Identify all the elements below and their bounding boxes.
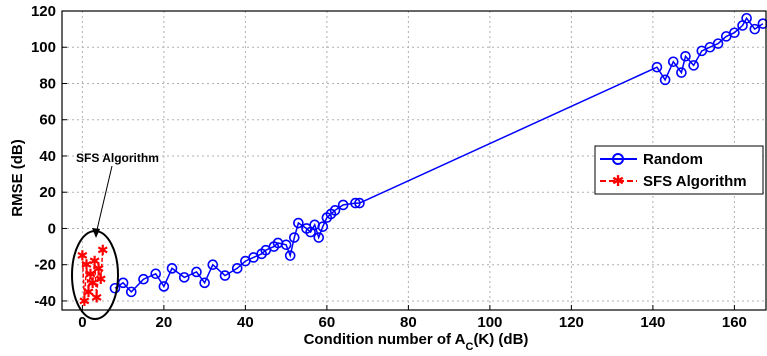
legend: Random ✱ SFS Algorithm (594, 145, 764, 195)
legend-random-marker (612, 153, 624, 165)
y-tick-label: 120 (31, 3, 56, 20)
series-sfs-point: ✱ (77, 249, 89, 265)
series-sfs-point: ✱ (95, 272, 107, 288)
annotation-arrow (95, 165, 113, 235)
series-sfs-point: ✱ (81, 258, 93, 274)
y-tick-label: -40 (34, 293, 56, 310)
series-random-point (354, 197, 365, 209)
series-random-point (109, 282, 121, 294)
series-random-point (178, 272, 190, 283)
series-random-point (199, 277, 210, 289)
x-axis-label: Condition number of AC(K) (dB) (304, 331, 529, 353)
series-random-point (219, 270, 231, 281)
series-layer: ✱✱✱✱✱✱✱✱✱✱✱ (77, 12, 767, 310)
series-random-point (659, 74, 671, 86)
x-tick-label: 20 (156, 314, 173, 331)
legend-sfs-marker: ✱ (612, 172, 625, 190)
series-random-point (293, 217, 304, 229)
series-random-point (741, 12, 752, 24)
tick-labels: 0 20 40 60 80 100 120 140 160 -40 -20 0 20 40 60 80 100 1… (31, 3, 747, 331)
series-random-point (712, 38, 724, 49)
series-random-point (329, 205, 341, 216)
y-tick-label: 60 (39, 112, 56, 129)
series-random-point (150, 268, 162, 280)
series-random-line (114, 16, 764, 294)
x-axis-label-subscript: C (465, 341, 473, 353)
series-random-point (231, 263, 243, 274)
annotation: SFS Algorithm (71, 151, 159, 320)
series-random-point (350, 197, 361, 209)
legend-label-sfs: SFS Algorithm (643, 173, 747, 190)
series-random-point (288, 232, 300, 243)
series-sfs-point: ✱ (91, 290, 103, 306)
x-axis-label-suffix: (K) (dB) (473, 331, 528, 348)
x-tick-label: 140 (640, 314, 665, 331)
plot-border (61, 10, 767, 311)
x-tick-label: 100 (477, 314, 502, 331)
y-tick-label: 0 (48, 220, 56, 237)
series-sfs-line (81, 250, 104, 301)
series-random-point (680, 51, 691, 62)
x-axis-label-prefix: Condition number of A (304, 331, 466, 348)
x-tick-label: 40 (237, 314, 254, 331)
legend-label-random: Random (643, 151, 703, 168)
y-tick-label: 40 (39, 148, 56, 165)
series-random-point (207, 259, 219, 270)
series-sfs-point: ✱ (85, 267, 97, 283)
annotation-text: SFS Algorithm (76, 151, 159, 165)
series-random-point (688, 60, 699, 71)
annotation-arrowhead (92, 228, 100, 238)
series-random-point (337, 199, 349, 211)
series-random-point (757, 18, 767, 29)
series-random-point (676, 67, 687, 78)
plot-frame (61, 10, 767, 311)
series-sfs-point: ✱ (83, 285, 95, 301)
series-random-point (158, 281, 170, 292)
series-sfs-point: ✱ (97, 243, 109, 259)
series-sfs-point: ✱ (79, 294, 91, 310)
series-sfs-point: ✱ (93, 261, 105, 277)
series-random-point (138, 273, 149, 285)
series-random-point (749, 23, 761, 35)
series-sfs-point: ✱ (87, 276, 99, 292)
y-axis-label: RMSE (dB) (9, 139, 26, 217)
x-tick-label: 80 (400, 314, 417, 331)
series-random-point (280, 239, 292, 251)
series-sfs-point: ✱ (89, 254, 101, 270)
x-tick-label: 160 (722, 314, 747, 331)
x-tick-label: 120 (559, 314, 584, 331)
y-tick-label: 20 (39, 184, 56, 201)
series-random-point (313, 232, 325, 243)
series-random-point (729, 27, 740, 39)
series-random-point (667, 56, 679, 68)
series-random-point (125, 286, 137, 298)
y-tick-label: 100 (31, 39, 56, 56)
series-random-point (191, 266, 202, 278)
y-tick-label: -20 (34, 257, 56, 274)
x-tick-label: 60 (319, 314, 336, 331)
series-random-point (317, 221, 329, 232)
series-random-point (284, 250, 296, 261)
series-random-point (651, 61, 663, 73)
annotation-ellipse (71, 230, 119, 320)
x-tick-label: 0 (78, 314, 86, 331)
series-random-point (166, 263, 178, 274)
legend-box (594, 145, 764, 195)
y-tick-label: 80 (39, 75, 56, 92)
